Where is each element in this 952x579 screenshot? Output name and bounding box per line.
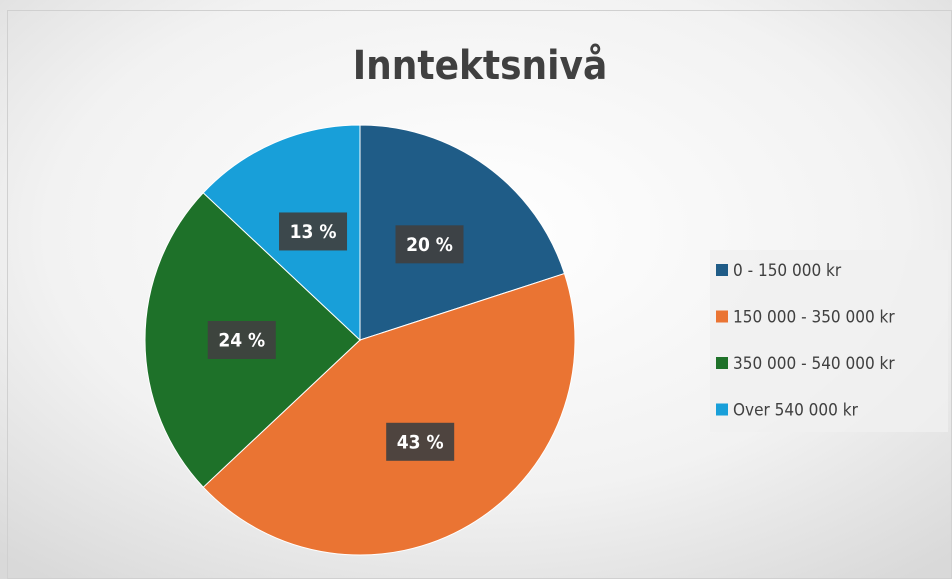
legend-swatch xyxy=(716,310,728,323)
data-label: 13 % xyxy=(290,221,337,243)
legend-box xyxy=(710,250,948,432)
legend-label: 350 000 - 540 000 kr xyxy=(733,354,895,374)
data-label-box xyxy=(207,321,276,359)
pie-slice xyxy=(202,272,576,556)
legend-label: Over 540 000 kr xyxy=(733,401,859,421)
legend-swatch xyxy=(716,264,728,276)
legend-label: 0 - 150 000 kr xyxy=(733,261,842,281)
data-label-box xyxy=(386,422,455,461)
chart-title: Inntektsnivå xyxy=(353,42,608,89)
legend-swatch xyxy=(716,403,728,416)
data-label: 20 % xyxy=(406,234,453,256)
data-label: 24 % xyxy=(218,330,265,352)
legend-swatch xyxy=(716,357,728,369)
legend-label: 150 000 - 350 000 kr xyxy=(733,308,895,328)
data-label: 43 % xyxy=(397,431,444,453)
data-label-box xyxy=(395,225,464,264)
data-label-box xyxy=(279,212,348,251)
